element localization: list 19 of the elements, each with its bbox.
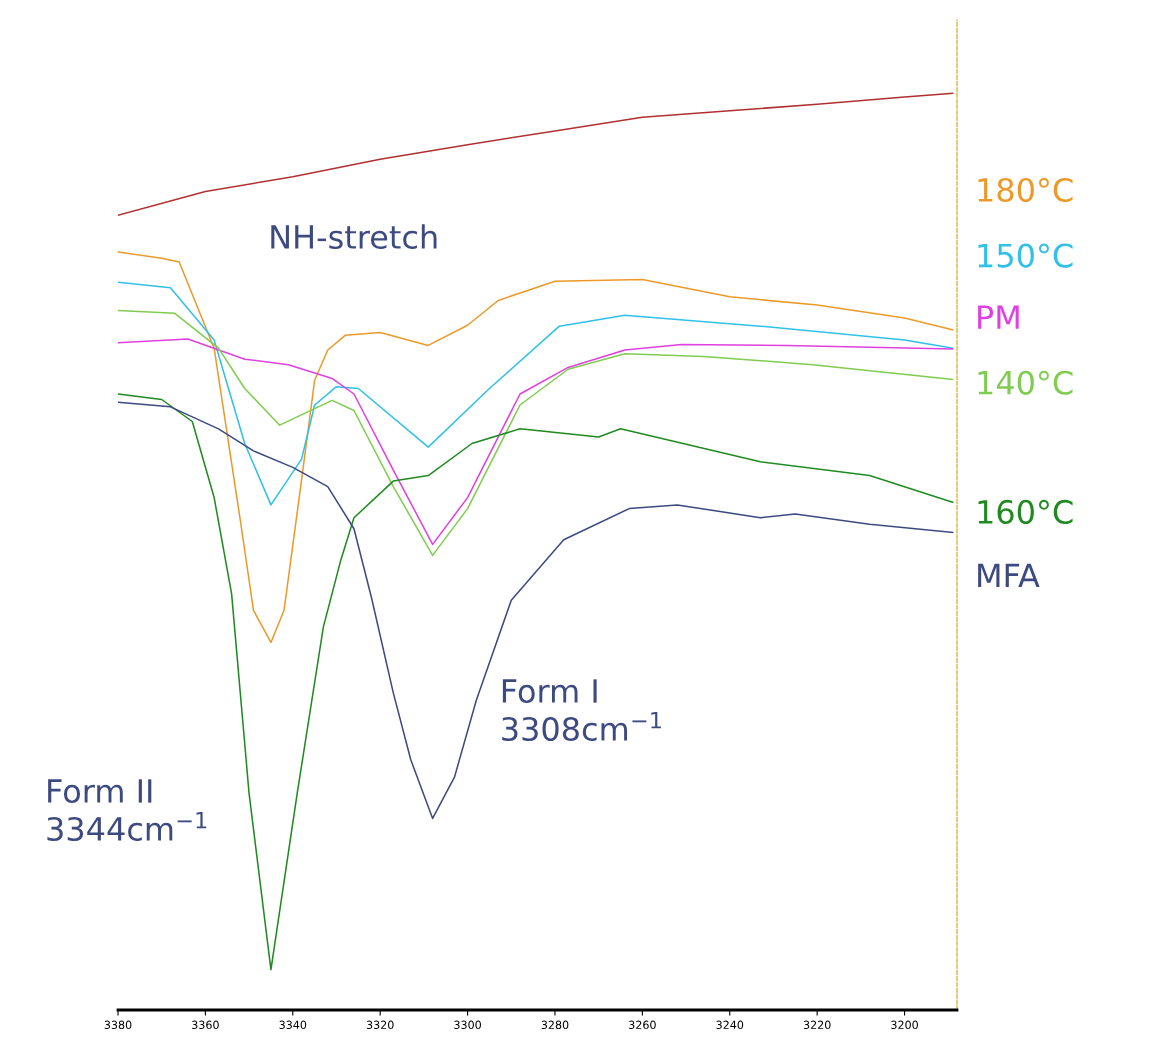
x-tick-label: 3220	[803, 1020, 831, 1030]
text: 180°C	[978, 177, 1073, 203]
x-tick-label: 3300	[454, 1020, 481, 1030]
x-tick-label: 3200	[891, 1020, 918, 1030]
series-label: MFA	[978, 563, 1040, 588]
annotation: Form II 3344cm$^{−1}$	[47, 779, 207, 842]
x-tick-label: 3380	[104, 1020, 132, 1030]
x-tick-label: 3340	[279, 1020, 307, 1030]
text: 150°C	[978, 243, 1073, 268]
x-tick-label: 3360	[192, 1020, 219, 1030]
x-tick-label: 3260	[629, 1020, 656, 1030]
series-label: 140°C	[978, 370, 1073, 395]
x-tick-label: 3320	[366, 1020, 394, 1030]
x-tick-label: 3240	[716, 1020, 744, 1030]
series-label: PM	[978, 305, 1019, 329]
annotation: NH-stretch	[271, 224, 437, 250]
annotation: Form I 3308cm$^{−1}$	[502, 679, 661, 742]
x-tick-label: 3280	[541, 1020, 569, 1030]
series-label: 160°C	[978, 499, 1073, 525]
